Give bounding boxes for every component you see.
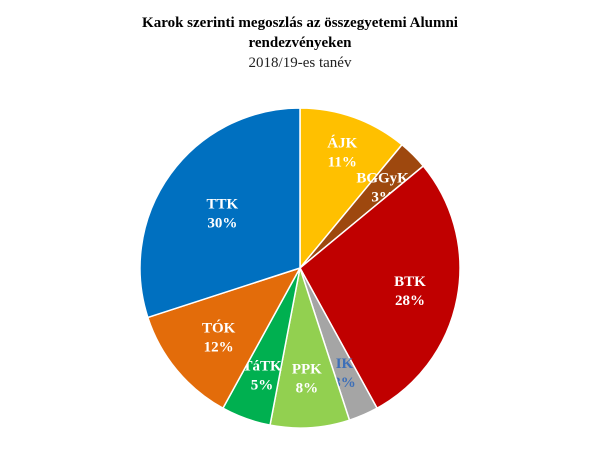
slice-percent-ppk: 8% [296,381,319,397]
slice-label-tatk: TáTK 5% [242,358,282,393]
pie-slice-ttk [139,107,301,319]
slice-percent-btk: 28% [395,293,425,309]
slice-label-ttk: TTK 30% [206,197,238,232]
pie-slice-ajk [299,107,404,271]
slice-name-ttk: TTK [206,197,238,213]
slice-label-ppk: PPK 8% [292,362,322,397]
slice-label-tok: TÓK 12% [202,319,236,355]
slice-percent-tok: 12% [204,339,234,355]
slice-name-btk: BTK [394,274,426,290]
slice-name-ajk: ÁJK [327,135,357,152]
chart-title-line-2: rendezvényeken [248,35,352,51]
chart-title-line-1: Karok szerinti megoszlás az összegyetemi… [142,15,458,31]
slice-name-ppk: PPK [292,362,322,378]
slice-percent-ajk: 11% [328,155,357,171]
slice-name-bggyk: BGGyK [356,170,409,186]
slice-name-tok: TÓK [202,319,236,336]
slice-percent-tatk: 5% [251,377,274,393]
chart-title: Karok szerinti megoszlás az összegyetemi… [0,13,600,53]
slice-label-btk: BTK 28% [394,274,426,309]
pie-slice-btk [299,164,461,410]
slice-percent-ttk: 30% [207,216,237,232]
slice-name-tatk: TáTK [242,358,282,374]
slice-name-ik: IK [336,356,354,372]
chart-subtitle: 2018/19-es tanév [248,55,352,71]
slice-label-ajk: ÁJK 11% [327,135,357,171]
pie-slice-tok [146,266,302,410]
